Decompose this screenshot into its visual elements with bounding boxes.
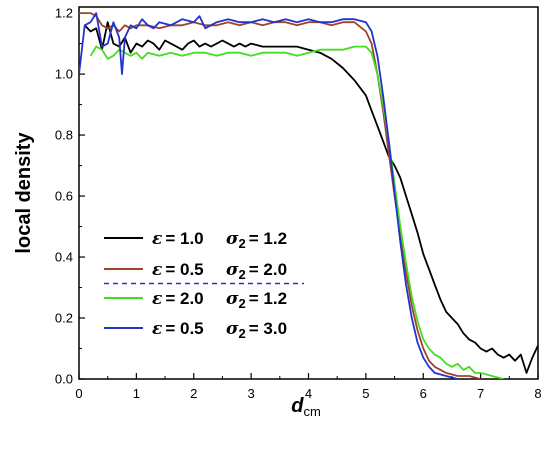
legend-sigma-value: = 2.0 [249, 260, 287, 279]
legend-epsilon-symbol: ε [152, 319, 162, 339]
legend-sigma-symbol: σ [226, 319, 239, 339]
legend-sigma-label: σ2 = 3.0 [226, 319, 287, 341]
legend-sigma-symbol: σ [226, 229, 239, 249]
y-tick-label: 0.6 [55, 189, 73, 204]
y-tick-label: 0.2 [55, 311, 73, 326]
legend-entry-2: ε = 0.5 σ2 = 2.0 [104, 260, 287, 282]
x-tick-label: 8 [534, 386, 541, 401]
legend-epsilon-value: = 0.5 [165, 260, 203, 279]
y-tick-label: 1.2 [55, 6, 73, 21]
y-axis-title: local density [13, 132, 35, 254]
series-line-4 [79, 12, 458, 379]
legend-sigma-value: = 1.2 [249, 289, 287, 308]
legend-entry-3: ε = 2.0 σ2 = 1.2 [104, 289, 287, 311]
series-line-3 [89, 45, 504, 379]
x-tick-label: 4 [305, 386, 312, 401]
legend-epsilon-label: ε = 0.5 [152, 319, 204, 339]
legend-sigma-subscript: 2 [239, 326, 246, 341]
x-tick-label: 6 [420, 386, 427, 401]
legend-sigma-label: σ2 = 1.2 [226, 289, 287, 311]
series-layer [79, 12, 538, 379]
legend-epsilon-label: ε = 0.5 [152, 260, 204, 280]
legend-sigma-value: = 1.2 [249, 229, 287, 248]
x-axis-ticks: 0 1 2 3 4 5 6 7 8 [75, 373, 542, 401]
legend-epsilon-symbol: ε [152, 229, 162, 249]
x-tick-label: 0 [75, 386, 82, 401]
legend-epsilon-value: = 2.0 [165, 289, 203, 308]
legend-sigma-symbol: σ [226, 289, 239, 309]
legend: ε = 1.0 σ2 = 1.2ε = 0.5 σ2 = 2.0ε = 2.0 σ2 = 1.2ε… [104, 229, 287, 341]
plot-frame [78, 6, 539, 380]
y-tick-label: 0.8 [55, 128, 73, 143]
x-axis-title-main: d [291, 395, 304, 417]
legend-epsilon-value: = 0.5 [165, 319, 203, 338]
x-axis-title-subscript: cm [303, 404, 320, 419]
y-tick-label: 0.0 [55, 372, 73, 387]
legend-sigma-value: = 3.0 [249, 319, 287, 338]
legend-sigma-label: σ2 = 2.0 [226, 260, 287, 282]
legend-epsilon-symbol: ε [152, 289, 162, 309]
x-tick-label: 5 [362, 386, 369, 401]
y-axis-ticks: 0.0 0.2 0.4 0.6 0.8 1.0 1.2 [55, 6, 85, 387]
y-tick-label: 0.4 [55, 250, 73, 265]
legend-sigma-subscript: 2 [239, 296, 246, 311]
legend-entry-1: ε = 1.0 σ2 = 1.2 [104, 229, 287, 251]
legend-sigma-subscript: 2 [239, 267, 246, 282]
y-tick-label: 1.0 [55, 67, 73, 82]
legend-sigma-label: σ2 = 1.2 [226, 229, 287, 251]
legend-sigma-subscript: 2 [239, 236, 246, 251]
legend-sigma-symbol: σ [226, 260, 239, 280]
legend-epsilon-label: ε = 1.0 [152, 229, 204, 249]
legend-epsilon-label: ε = 2.0 [152, 289, 204, 309]
x-tick-label: 7 [477, 386, 484, 401]
x-tick-label: 2 [190, 386, 197, 401]
x-tick-label: 3 [248, 386, 255, 401]
legend-epsilon-symbol: ε [152, 260, 162, 280]
x-axis-title: dcm [291, 395, 321, 419]
x-tick-label: 1 [133, 386, 140, 401]
legend-entry-4: ε = 0.5 σ2 = 3.0 [104, 319, 287, 341]
series-line-2 [79, 12, 481, 379]
legend-epsilon-value: = 1.0 [165, 229, 203, 248]
